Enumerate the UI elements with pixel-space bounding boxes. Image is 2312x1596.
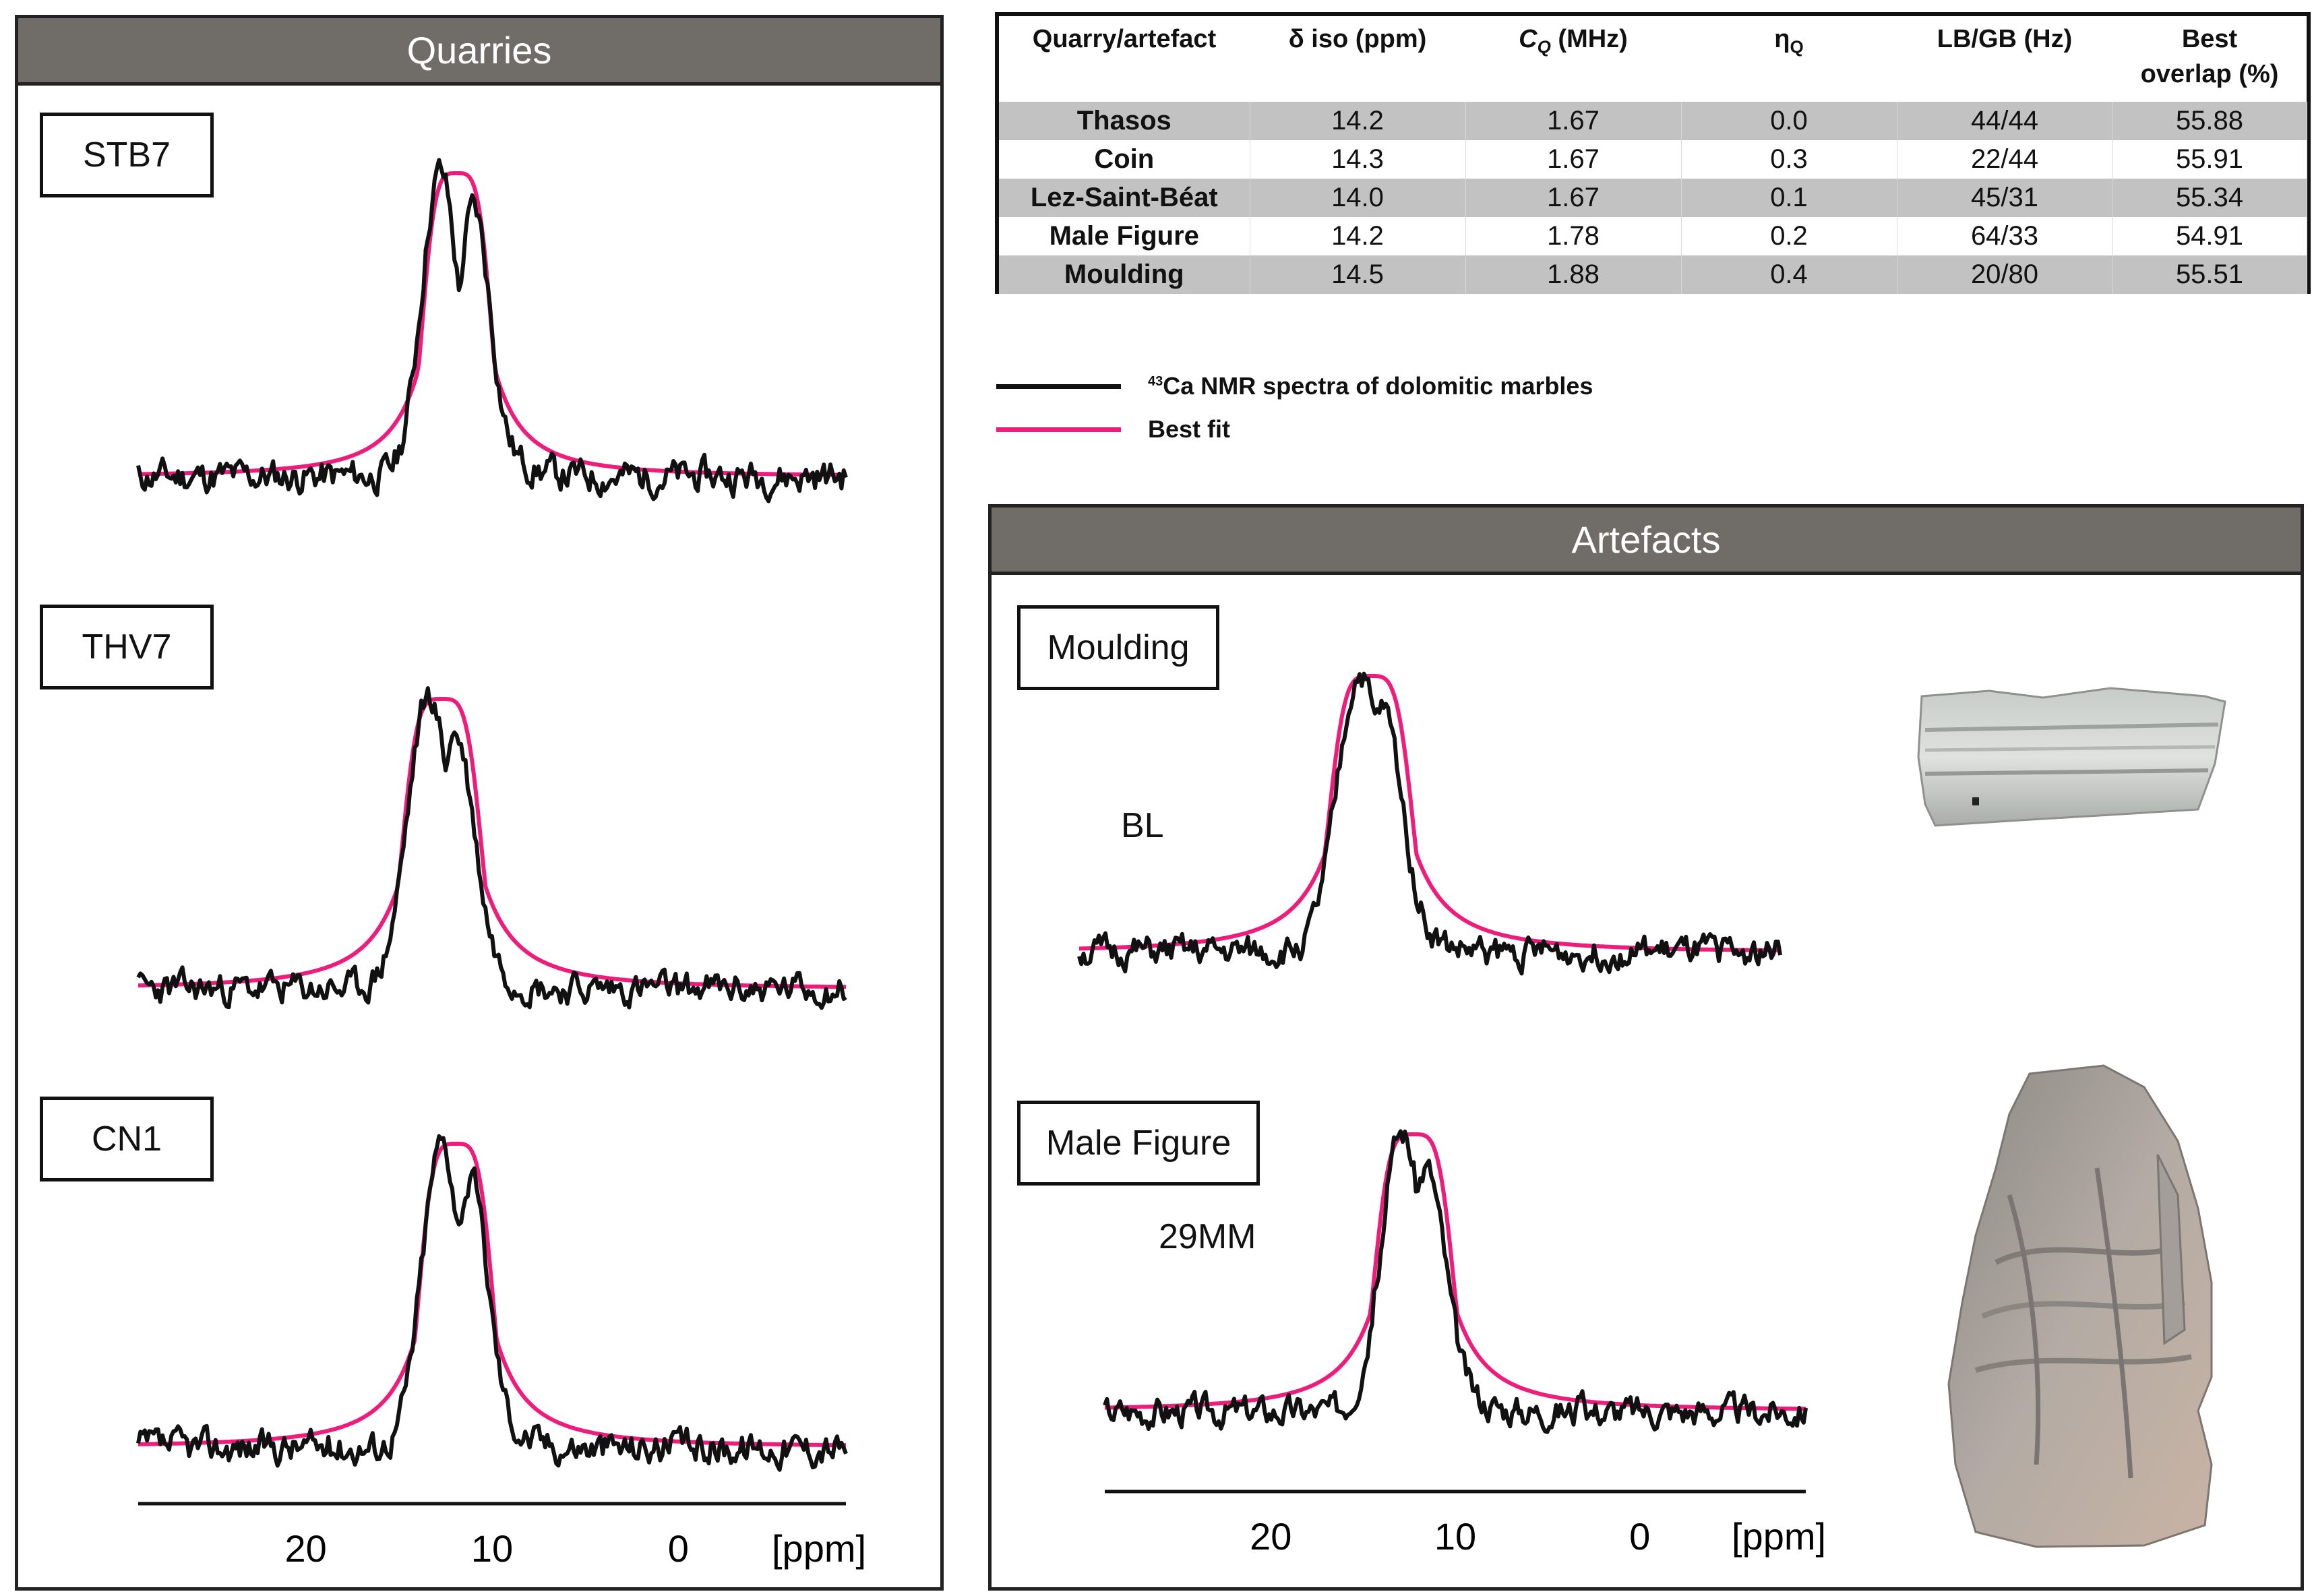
cell-lbgb: 45/31 <box>1897 179 2113 217</box>
cq-symbol: C <box>1519 25 1538 53</box>
spectrum-plot-thv7 <box>136 686 847 1010</box>
spectrum-plot-moulding <box>1077 671 1782 976</box>
tick-label: 10 <box>1434 1515 1476 1558</box>
cell-overlap: 55.51 <box>2112 255 2307 294</box>
quarries-panel: Quarries STB7 THV7 CN1 20 10 0 [ppm] <box>15 15 944 1591</box>
cell-cq: 1.78 <box>1465 217 1682 255</box>
header-quarry: Quarry/artefact <box>1032 25 1217 53</box>
sample-label-male-figure: Male Figure <box>1017 1101 1260 1186</box>
sample-label-moulding: Moulding <box>1017 605 1219 690</box>
sample-code-bl: BL <box>1121 806 1164 845</box>
tick-label: 0 <box>1629 1515 1650 1558</box>
nmr-spectrum-line <box>1077 671 1782 976</box>
cell-diso: 14.3 <box>1250 140 1466 179</box>
sample-code-29mm: 29MM <box>1159 1217 1256 1256</box>
cell-eta: 0.4 <box>1681 255 1897 294</box>
legend-spectra-sup: 43 <box>1148 374 1163 389</box>
nmr-spectrum-line <box>136 1134 848 1472</box>
table-row: Coin 14.3 1.67 0.3 22/44 55.91 <box>999 140 2307 179</box>
nmr-spectrum-line <box>1103 1129 1808 1434</box>
best-fit-line <box>1079 674 1781 953</box>
legend-spectra-label: 43Ca NMR spectra of dolomitic marbles <box>1148 372 1593 400</box>
header-overlap: Best overlap (%) <box>2112 16 2307 102</box>
tick-label: 10 <box>471 1527 513 1570</box>
artefacts-header: Artefacts <box>992 508 2301 575</box>
cell-name: Thasos <box>999 102 1250 140</box>
legend-spectra-swatch <box>996 383 1121 389</box>
cell-eta: 0.2 <box>1681 217 1897 255</box>
nmr-spectrum-line <box>136 686 847 1010</box>
cell-eta: 0.1 <box>1681 179 1897 217</box>
best-fit-line <box>1105 1132 1806 1411</box>
sample-label-stb7: STB7 <box>40 113 214 197</box>
tick-label: 0 <box>668 1527 689 1570</box>
legend-fit-swatch <box>996 427 1121 432</box>
table-row: Male Figure 14.2 1.78 0.2 64/33 54.91 <box>999 217 2307 255</box>
eta-symbol: η <box>1774 25 1790 53</box>
cell-lbgb: 20/80 <box>1897 255 2113 294</box>
cell-name: Lez-Saint-Béat <box>999 179 1250 217</box>
overlap-line1: Best <box>2181 25 2238 53</box>
header-eta: ηQ <box>1681 16 1897 102</box>
cell-name: Moulding <box>999 255 1250 294</box>
cq-unit: (MHz) <box>1550 25 1628 53</box>
sample-label-cn1: CN1 <box>40 1097 214 1181</box>
cell-cq: 1.67 <box>1465 140 1682 179</box>
tick-label: 20 <box>1250 1515 1291 1558</box>
cell-cq: 1.67 <box>1465 179 1682 217</box>
table-row: Moulding 14.5 1.88 0.4 20/80 55.51 <box>999 255 2307 294</box>
spectrum-plot-male-figure <box>1103 1129 1808 1434</box>
table-header-row: Quarry/artefact δ iso (ppm) CQ (MHz) ηQ … <box>999 16 2307 102</box>
cell-overlap: 55.88 <box>2112 102 2307 140</box>
sample-label-thv7: THV7 <box>40 605 214 689</box>
cell-diso: 14.2 <box>1250 102 1466 140</box>
table-row: Thasos 14.2 1.67 0.0 44/44 55.88 <box>999 102 2307 140</box>
legend-spectra-text: Ca NMR spectra of dolomitic marbles <box>1163 372 1593 400</box>
legend-spectra: 43Ca NMR spectra of dolomitic marbles <box>996 372 1593 400</box>
cell-name: Male Figure <box>999 217 1250 255</box>
cq-sub: Q <box>1537 36 1551 57</box>
cell-diso: 14.0 <box>1250 179 1466 217</box>
artefacts-panel: Artefacts Moulding BL Male Figure 29MM 2… <box>988 504 2304 1591</box>
cell-lbgb: 44/44 <box>1897 102 2113 140</box>
nmr-spectrum-line <box>136 158 848 503</box>
quarries-header: Quarries <box>18 18 940 86</box>
cell-diso: 14.2 <box>1250 217 1466 255</box>
cell-overlap: 54.91 <box>2112 217 2307 255</box>
cell-name: Coin <box>999 140 1250 179</box>
cell-overlap: 55.91 <box>2112 140 2307 179</box>
header-cq: CQ (MHz) <box>1465 16 1681 102</box>
cell-cq: 1.67 <box>1465 102 1682 140</box>
eta-sub: Q <box>1790 36 1804 57</box>
table-row: Lez-Saint-Béat 14.0 1.67 0.1 45/31 55.34 <box>999 179 2307 217</box>
x-axis-label: [ppm] <box>1732 1515 1826 1558</box>
moulding-photo <box>1917 687 2226 827</box>
cell-lbgb: 64/33 <box>1897 217 2113 255</box>
best-fit-line <box>138 1142 846 1448</box>
cell-diso: 14.5 <box>1250 255 1466 294</box>
header-lbgb: LB/GB (Hz) <box>1937 25 2073 53</box>
header-diso: δ iso (ppm) <box>1288 25 1427 53</box>
x-axis-label: [ppm] <box>772 1527 866 1570</box>
x-axis-artefacts: 20 10 0 [ppm] <box>1105 1490 1826 1558</box>
cell-overlap: 55.34 <box>2112 179 2307 217</box>
spectrum-plot-stb7 <box>136 158 848 503</box>
cell-cq: 1.88 <box>1465 255 1682 294</box>
cell-eta: 0.3 <box>1681 140 1897 179</box>
cell-lbgb: 22/44 <box>1897 140 2113 179</box>
cell-eta: 0.0 <box>1681 102 1897 140</box>
legend-fit: Best fit <box>996 415 1230 443</box>
overlap-line2: overlap (%) <box>2140 60 2279 88</box>
legend-fit-label: Best fit <box>1148 415 1231 443</box>
fit-parameters-table: Quarry/artefact δ iso (ppm) CQ (MHz) ηQ … <box>995 12 2311 294</box>
tick-label: 20 <box>285 1527 327 1570</box>
spectrum-plot-cn1 <box>136 1134 848 1472</box>
x-axis-quarries: 20 10 0 [ppm] <box>138 1502 866 1570</box>
male-figure-photo <box>1947 1064 2213 1548</box>
